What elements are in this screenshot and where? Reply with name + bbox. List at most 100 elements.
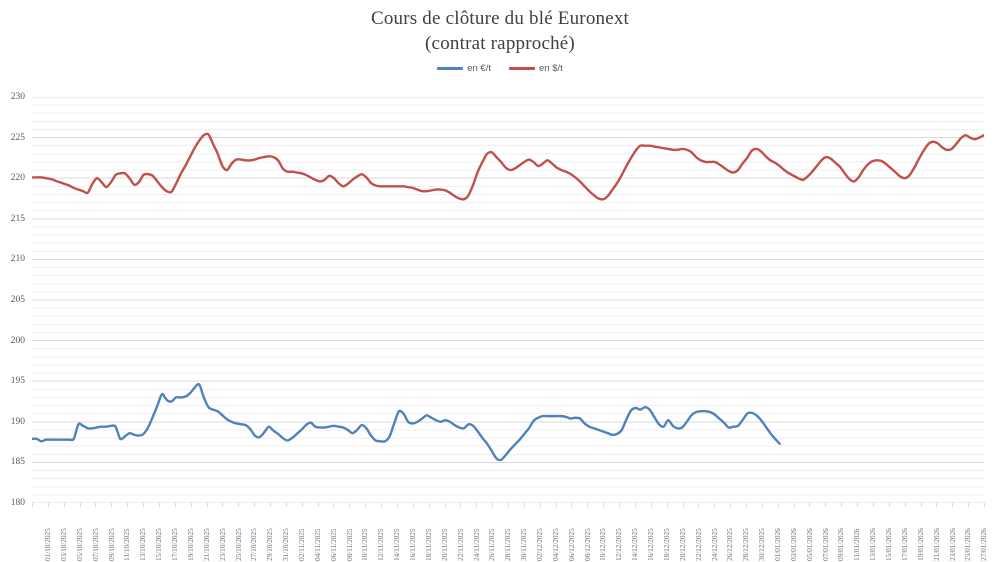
x-axis-tick — [476, 503, 478, 507]
x-axis-tick — [984, 503, 985, 507]
y-axis-tick-label: 185 — [10, 457, 25, 468]
x-axis-tick — [158, 503, 160, 507]
x-axis-tick — [904, 503, 906, 507]
x-axis-tick — [841, 503, 843, 507]
x-axis-tick-label: 13/01/2026 — [868, 528, 878, 561]
x-axis-tick — [872, 503, 874, 507]
x-axis-tick — [381, 503, 383, 507]
x-axis-tick — [920, 503, 922, 507]
x-axis-tick-label: 13/10/2025 — [138, 528, 148, 561]
x-axis-tick — [619, 503, 621, 507]
x-axis-tick-label: 04/11/2025 — [312, 528, 322, 561]
x-axis-tick-label: 05/01/2026 — [804, 528, 814, 561]
x-axis-tick — [936, 503, 938, 507]
x-axis-tick — [396, 503, 398, 507]
x-axis-tick — [285, 503, 287, 507]
x-axis-tick-label: 29/10/2025 — [265, 528, 275, 561]
x-axis-tick — [412, 503, 414, 507]
x-axis-tick-label: 24/11/2025 — [471, 528, 481, 561]
x-axis-tick — [888, 503, 890, 507]
x-axis-tick — [539, 503, 541, 507]
series-lines — [32, 132, 984, 462]
x-axis-tick — [63, 503, 65, 507]
x-axis-tick-label: 18/12/2025 — [661, 528, 671, 561]
y-axis-tick-label: 220 — [10, 173, 25, 184]
x-axis-tick-label: 23/10/2025 — [217, 528, 227, 561]
x-axis-tick-label: 17/10/2025 — [170, 528, 180, 561]
chart-title-line-2: (contrat rapproché) — [425, 33, 575, 54]
x-axis-tick — [238, 503, 240, 507]
x-axis-tick — [555, 503, 557, 507]
x-axis-tick — [143, 503, 145, 507]
x-axis-tick — [206, 503, 208, 507]
x-axis-tick-label: 30/11/2025 — [519, 528, 529, 561]
x-axis-tick-label: 11/01/2026 — [852, 528, 862, 561]
x-axis-tick-label: 25/01/2026 — [963, 528, 973, 561]
x-axis-tick-label: 10/12/2025 — [598, 528, 608, 561]
x-axis-tick — [254, 503, 256, 507]
x-axis-tick — [428, 503, 430, 507]
legend-item[interactable]: en $/t — [509, 63, 563, 74]
x-axis-tick-label: 24/12/2025 — [709, 528, 719, 561]
gridlines — [32, 97, 984, 503]
x-axis-tick — [587, 503, 589, 507]
x-axis-tick-label: 07/01/2026 — [820, 528, 830, 561]
x-axis-tick — [857, 503, 859, 507]
x-axis-tick — [301, 503, 303, 507]
x-axis-tick-label: 27/01/2026 — [979, 528, 989, 561]
x-axis-tick-label: 23/01/2026 — [947, 528, 957, 561]
x-axis-labels: 01/10/2025 03/10/2025 05/10/2025 07/10/2025… — [32, 506, 988, 562]
y-axis-tick-label: 225 — [10, 132, 25, 143]
x-axis-tick-label: 21/10/2025 — [201, 528, 211, 561]
y-axis-tick-label: 190 — [10, 416, 25, 427]
series-line[interactable] — [32, 132, 984, 201]
x-axis-tick-label: 15/10/2025 — [154, 528, 164, 561]
x-axis-tick-label: 28/11/2025 — [503, 528, 513, 561]
x-axis-tick — [809, 503, 811, 507]
legend-label: en €/t — [467, 63, 491, 74]
x-axis-tick — [95, 503, 97, 507]
x-axis-tick-label: 09/01/2026 — [836, 528, 846, 561]
x-axis-tick-label: 03/01/2026 — [788, 528, 798, 561]
x-axis-tick-label: 17/01/2026 — [899, 528, 909, 561]
x-axis-tick — [333, 503, 335, 507]
x-axis-tick-label: 30/12/2025 — [757, 528, 767, 561]
x-axis-tick — [317, 503, 319, 507]
legend-item[interactable]: en €/t — [437, 63, 491, 74]
y-axis-tick-label: 205 — [10, 295, 25, 305]
x-axis-tick-label: 10/11/2025 — [360, 528, 370, 561]
chart-title-line-1: Cours de clôture du blé Euronext — [370, 8, 630, 29]
x-axis-tick — [730, 503, 732, 507]
x-axis-tick — [222, 503, 224, 507]
x-axis-tick-label: 26/11/2025 — [487, 528, 497, 561]
x-axis-tick — [698, 503, 700, 507]
y-axis-tick-label: 180 — [10, 498, 25, 508]
x-axis-tick — [32, 503, 33, 507]
legend-label: en $/t — [539, 63, 563, 74]
series-line[interactable] — [32, 382, 781, 462]
x-axis-tick — [682, 503, 684, 507]
legend-swatch-icon — [437, 67, 464, 70]
y-axis-tick-label: 215 — [10, 213, 25, 224]
x-axis-tick — [746, 503, 747, 507]
x-axis-tick-label: 22/11/2025 — [455, 528, 465, 561]
x-axis-tick — [952, 503, 954, 507]
chart-legend: en €/t en $/t — [0, 63, 1000, 74]
x-axis-tick-label: 15/01/2026 — [884, 528, 894, 561]
x-axis-tick-label: 02/11/2025 — [297, 528, 306, 561]
x-axis-tick — [714, 503, 716, 507]
x-axis-tick-label: 12/12/2025 — [614, 528, 624, 561]
x-axis-tick — [523, 503, 525, 507]
x-axis-tick-label: 08/12/2025 — [582, 528, 592, 561]
x-axis-tick-label: 20/11/2025 — [439, 528, 449, 561]
x-axis-tick-label: 08/11/2025 — [344, 528, 354, 561]
x-axis-tick-label: 16/11/2025 — [408, 528, 418, 561]
x-axis-tick-label: 01/01/2026 — [773, 528, 782, 561]
x-axis-tick — [825, 503, 827, 507]
y-axis-tick-label: 200 — [10, 335, 25, 346]
x-axis-tick-label: 14/12/2025 — [630, 528, 640, 561]
x-axis-tick — [47, 503, 49, 507]
x-axis-tick-label: 09/10/2025 — [106, 528, 116, 561]
x-axis-tick-label: 18/11/2025 — [423, 528, 433, 561]
